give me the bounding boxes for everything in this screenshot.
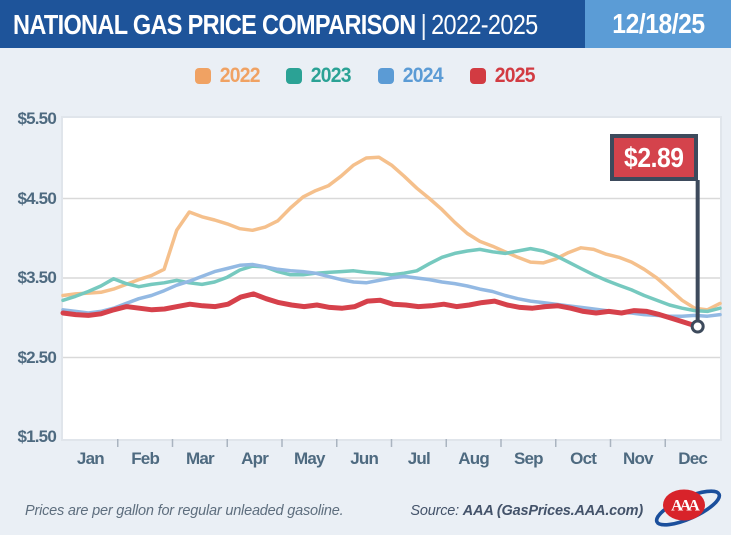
legend-item-2022: 2022 [194,64,262,88]
x-tick-aug: Aug [458,449,489,468]
footnote: Prices are per gallon for regular unlead… [25,503,344,519]
title-separator: | [420,9,427,40]
legend-item-2024: 2024 [378,64,445,88]
y-axis-tick-550: $5.50 [17,109,56,128]
legend-swatch-2025 [469,68,486,84]
x-tick-nov: Nov [623,449,654,468]
legend-label-2025: 2025 [494,64,535,87]
page-title: NATIONAL GAS PRICE COMPARISON | 2022-2025 [13,0,538,48]
x-tick-sep: Sep [513,449,544,468]
x-tick-feb: Feb [131,449,160,468]
x-tick-oct: Oct [570,449,597,468]
chart-legend: 2022 2023 2024 2025 [0,64,731,88]
current-price-value: $2.89 [624,141,684,173]
source-label: Source: [410,503,459,519]
aaa-logo: AAA [654,489,722,527]
x-tick-jan: Jan [76,449,105,468]
date-badge: 12/18/25 [585,0,731,48]
legend-swatch-2024 [378,68,394,84]
legend-label-2023: 2023 [311,64,352,87]
legend-item-2023: 2023 [286,64,353,88]
y-axis-tick-250: $2.50 [17,348,56,367]
svg-text:AAA: AAA [671,498,700,515]
legend-label-2024: 2024 [402,64,444,87]
x-tick-mar: Mar [185,449,215,468]
legend-item-2025: 2025 [469,64,537,88]
current-price-callout: $2.89 [610,134,698,181]
y-axis-tick-450: $4.50 [17,189,56,208]
header-bar: NATIONAL GAS PRICE COMPARISON | 2022-2025 … [0,0,731,48]
legend-swatch-2022 [194,68,211,84]
x-tick-may: May [294,449,325,468]
title-main: NATIONAL GAS PRICE COMPARISON [13,9,416,40]
source-attribution: Source: AAA (GasPrices.AAA.com) [410,503,643,519]
x-tick-dec: Dec [678,449,708,468]
legend-label-2022: 2022 [219,64,261,87]
y-axis-tick-150: $1.50 [17,427,56,446]
date-text: 12/18/25 [611,8,705,39]
source-value: AAA (GasPrices.AAA.com) [462,503,643,519]
y-axis-tick-350: $3.50 [17,268,56,287]
x-tick-jul: Jul [407,449,431,468]
legend-swatch-2023 [286,68,303,84]
title-year-range: 2022-2025 [431,9,538,40]
x-axis-labels: Jan Feb Mar Apr May Jun Jul Aug Sep Oct … [63,449,720,469]
x-tick-jun: Jun [350,449,379,468]
x-tick-apr: Apr [241,449,269,468]
